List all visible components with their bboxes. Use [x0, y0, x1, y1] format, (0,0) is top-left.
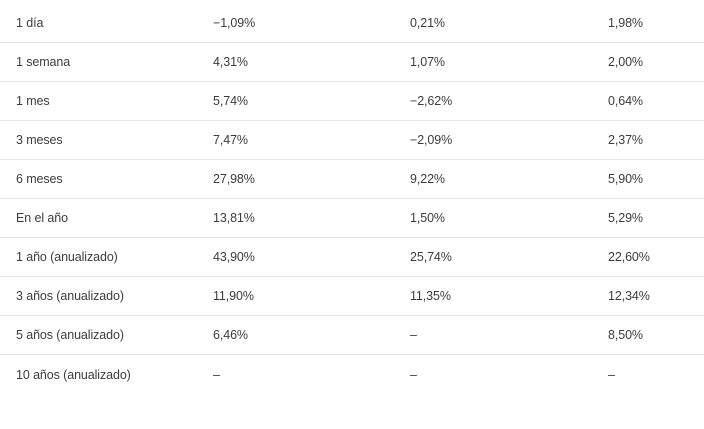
category-return: 1,98%	[608, 16, 643, 30]
index-return: –	[410, 367, 417, 382]
row-period-label: 1 semana	[16, 55, 71, 69]
fund-return: –	[213, 367, 220, 382]
row-period-label: 1 año (anualizado)	[16, 250, 118, 264]
row-period-label: 5 años (anualizado)	[16, 328, 124, 342]
category-return: 5,90%	[608, 172, 643, 186]
category-return: 2,00%	[608, 55, 643, 69]
category-return: 22,60%	[608, 250, 650, 264]
row-period-label: 10 años (anualizado)	[16, 367, 131, 382]
index-return: –	[410, 328, 417, 342]
table-row: 10 años (anualizado) – – –	[0, 355, 704, 394]
fund-return: 11,90%	[213, 289, 254, 303]
row-period-label: 3 años (anualizado)	[16, 289, 124, 303]
fund-return: 43,90%	[213, 250, 255, 264]
row-period-label: 3 meses	[16, 133, 63, 147]
index-return: 11,35%	[410, 289, 451, 303]
table-row: 1 semana 4,31% 1,07% 2,00%	[0, 43, 704, 82]
fund-return: 5,74%	[213, 94, 248, 108]
category-return: 12,34%	[608, 289, 650, 303]
returns-table: 1 día −1,09% 0,21% 1,98% 1 semana 4,31% …	[0, 4, 704, 394]
row-period-label: En el año	[16, 211, 68, 225]
row-period-label: 1 día	[16, 16, 44, 30]
table-row: 5 años (anualizado) 6,46% – 8,50%	[0, 316, 704, 355]
fund-return: 27,98%	[213, 172, 255, 186]
fund-return: 4,31%	[213, 55, 248, 69]
table-row: 3 meses 7,47% −2,09% 2,37%	[0, 121, 704, 160]
index-return: −2,09%	[410, 133, 453, 147]
row-period-label: 6 meses	[16, 172, 63, 186]
index-return: 1,50%	[410, 211, 445, 225]
category-return: 8,50%	[608, 328, 643, 342]
category-return: 5,29%	[608, 211, 643, 225]
table-row: 1 día −1,09% 0,21% 1,98%	[0, 4, 704, 43]
index-return: −2,62%	[410, 94, 453, 108]
category-return: 0,64%	[608, 94, 643, 108]
fund-return: 13,81%	[213, 211, 255, 225]
index-return: 25,74%	[410, 250, 452, 264]
fund-return: 6,46%	[213, 328, 248, 342]
table-row: En el año 13,81% 1,50% 5,29%	[0, 199, 704, 238]
table-row: 1 año (anualizado) 43,90% 25,74% 22,60%	[0, 238, 704, 277]
table-row: 3 años (anualizado) 11,90% 11,35% 12,34%	[0, 277, 704, 316]
row-period-label: 1 mes	[16, 94, 50, 108]
category-return: –	[608, 367, 615, 382]
index-return: 9,22%	[410, 172, 445, 186]
table-row: 1 mes 5,74% −2,62% 0,64%	[0, 82, 704, 121]
category-return: 2,37%	[608, 133, 643, 147]
index-return: 0,21%	[410, 16, 445, 30]
index-return: 1,07%	[410, 55, 445, 69]
fund-return: −1,09%	[213, 16, 256, 30]
fund-return: 7,47%	[213, 133, 248, 147]
table-row: 6 meses 27,98% 9,22% 5,90%	[0, 160, 704, 199]
